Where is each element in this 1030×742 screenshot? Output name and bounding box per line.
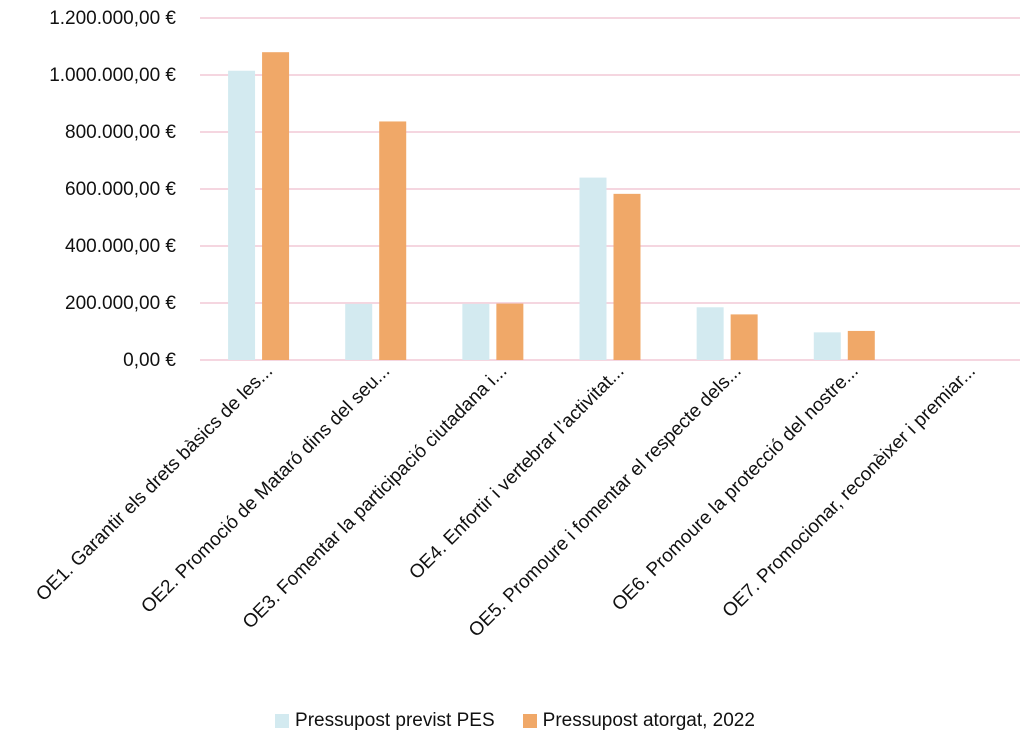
y-tick-label: 600.000,00 €	[65, 179, 176, 200]
y-tick-label: 0,00 €	[123, 350, 176, 371]
x-tick-label: OE6. Promoure la protecció del nostre...	[608, 361, 863, 616]
y-axis-ticks: 0,00 € 200.000,00 € 400.000,00 € 600.000,00…	[49, 8, 176, 371]
bar-series-1-cat-6	[813, 332, 841, 360]
bar-series-2-cat-1	[262, 52, 290, 360]
y-tick-label: 200.000,00 €	[65, 293, 176, 314]
bar-series-2-cat-6	[847, 330, 875, 360]
x-tick-label: OE4. Enfortir i vertebrar l’activitat...	[405, 361, 628, 584]
bar-series-2-cat-4	[613, 193, 641, 360]
bar-series-1-cat-3	[462, 303, 490, 360]
legend: Pressupost previst PES Pressupost atorga…	[0, 706, 1030, 736]
legend-swatch-series-2	[522, 714, 537, 728]
bar-series-1-cat-5	[696, 307, 724, 360]
x-axis-ticks: OE1. Garantir els drets bàsics de les...…	[32, 361, 980, 642]
legend-item-series-1: Pressupost previst PES	[275, 710, 495, 732]
legend-label-series-2: Pressupost atorgat, 2022	[542, 710, 755, 731]
y-tick-label: 1.200.000,00 €	[49, 8, 176, 29]
legend-swatch-series-1	[275, 714, 290, 728]
bar-series-1-cat-4	[579, 177, 607, 360]
bars	[228, 52, 875, 360]
bar-chart: 0,00 € 200.000,00 € 400.000,00 € 600.000,00…	[32, 8, 1020, 642]
y-tick-label: 400.000,00 €	[65, 236, 176, 257]
x-tick-label: OE1. Garantir els drets bàsics de les...	[32, 361, 277, 606]
x-tick-label: OE7. Promocionar, reconèixer i premiar..…	[719, 361, 980, 622]
bar-series-2-cat-2	[379, 121, 407, 360]
bar-series-2-cat-3	[496, 303, 524, 360]
legend-item-series-2: Pressupost atorgat, 2022	[522, 710, 755, 732]
x-tick-label: OE5. Promoure i fomentar el respecte del…	[465, 361, 746, 642]
x-tick-label: OE2. Promoció de Mataró dins del seu...	[137, 361, 394, 618]
bar-series-2-cat-5	[730, 314, 758, 360]
y-tick-label: 1.000.000,00 €	[49, 65, 176, 86]
gridlines	[200, 17, 1020, 361]
y-tick-label: 800.000,00 €	[65, 122, 176, 143]
x-tick-label: OE3. Fomentar la participació ciutadana …	[239, 361, 511, 633]
bar-series-1-cat-1	[228, 70, 256, 360]
bar-series-1-cat-2	[345, 303, 373, 360]
legend-label-series-1: Pressupost previst PES	[295, 710, 495, 731]
